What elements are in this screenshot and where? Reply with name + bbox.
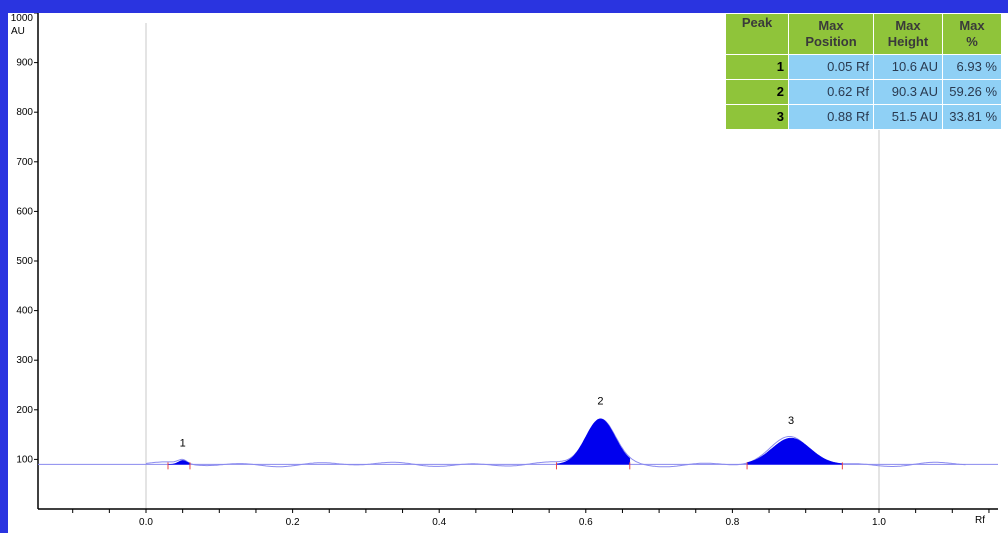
x-tick-label: 1.0: [872, 517, 886, 528]
x-tick-label: 0.2: [286, 517, 300, 528]
x-tick-label: 0.4: [432, 517, 446, 528]
table-row: 2 0.62 Rf 90.3 AU 59.26 %: [725, 79, 1002, 105]
table-row: 3 0.88 Rf 51.5 AU 33.81 %: [725, 104, 1002, 130]
header-max-height: Max Height: [873, 13, 943, 55]
cell-position: 0.62 Rf: [788, 79, 874, 105]
peak-table: Peak Max Position Max Height Max% 1 0.05 R…: [725, 13, 1002, 130]
header-max-percent-line1: Max: [959, 18, 985, 33]
y-tick-label: 600: [16, 206, 33, 217]
peak-label-1: 1: [180, 437, 186, 449]
cell-height: 10.6 AU: [873, 54, 943, 80]
y-tick-label: 1000: [11, 13, 34, 24]
x-axis-unit-label: Rf: [975, 515, 985, 526]
header-max-position-line2: Position: [805, 34, 857, 49]
cell-peak: 2: [725, 79, 789, 105]
cell-percent: 6.93 %: [942, 54, 1002, 80]
y-tick-label: 900: [16, 58, 33, 69]
cell-peak: 1: [725, 54, 789, 80]
peak-area-3: [746, 437, 843, 465]
y-tick-label: 700: [16, 157, 33, 168]
x-tick-label: 0.0: [139, 517, 153, 528]
header-max-height-line1: Max: [895, 18, 921, 33]
y-tick-label: 200: [16, 405, 33, 416]
y-tick-label: 400: [16, 306, 33, 317]
y-tick-label: 500: [16, 256, 33, 267]
peak-label-3: 3: [788, 415, 794, 427]
x-tick-label: 0.8: [725, 517, 739, 528]
header-max-position-line1: Max: [818, 18, 844, 33]
header-max-position: Max Position: [788, 13, 874, 55]
cell-position: 0.05 Rf: [788, 54, 874, 80]
header-max-height-line2: Height: [887, 34, 929, 49]
peak-area-2: [556, 418, 631, 465]
chromatogram-panel: 100 200 300 400 500 600 700 800 900 1000 AU 0.0 0.2 0…: [8, 13, 1008, 533]
peak-table-header: Peak Max Position Max Height Max%: [725, 13, 1002, 55]
signal-trace: [145, 418, 966, 468]
y-tick-label: 100: [16, 454, 33, 465]
densitogram-chart: 100 200 300 400 500 600 700 800 900 1000 AU 0.0 0.2 0…: [11, 13, 998, 528]
cell-height: 51.5 AU: [873, 104, 943, 130]
header-max-percent: Max%: [942, 13, 1002, 55]
cell-height: 90.3 AU: [873, 79, 943, 105]
header-peak-label: Peak: [741, 15, 773, 30]
x-tick-label: 0.6: [579, 517, 593, 528]
cell-percent: 59.26 %: [942, 79, 1002, 105]
table-row: 1 0.05 Rf 10.6 AU 6.93 %: [725, 54, 1002, 80]
peak-area-1: [167, 460, 191, 465]
y-tick-label: 300: [16, 355, 33, 366]
cell-peak: 3: [725, 104, 789, 130]
cell-percent: 33.81 %: [942, 104, 1002, 130]
y-tick-label: 800: [16, 107, 33, 118]
header-peak: Peak: [725, 13, 789, 55]
header-max-percent-line2: %: [966, 34, 978, 49]
peak-label-2: 2: [597, 396, 603, 408]
cell-position: 0.88 Rf: [788, 104, 874, 130]
y-axis-unit-label: AU: [11, 26, 25, 37]
